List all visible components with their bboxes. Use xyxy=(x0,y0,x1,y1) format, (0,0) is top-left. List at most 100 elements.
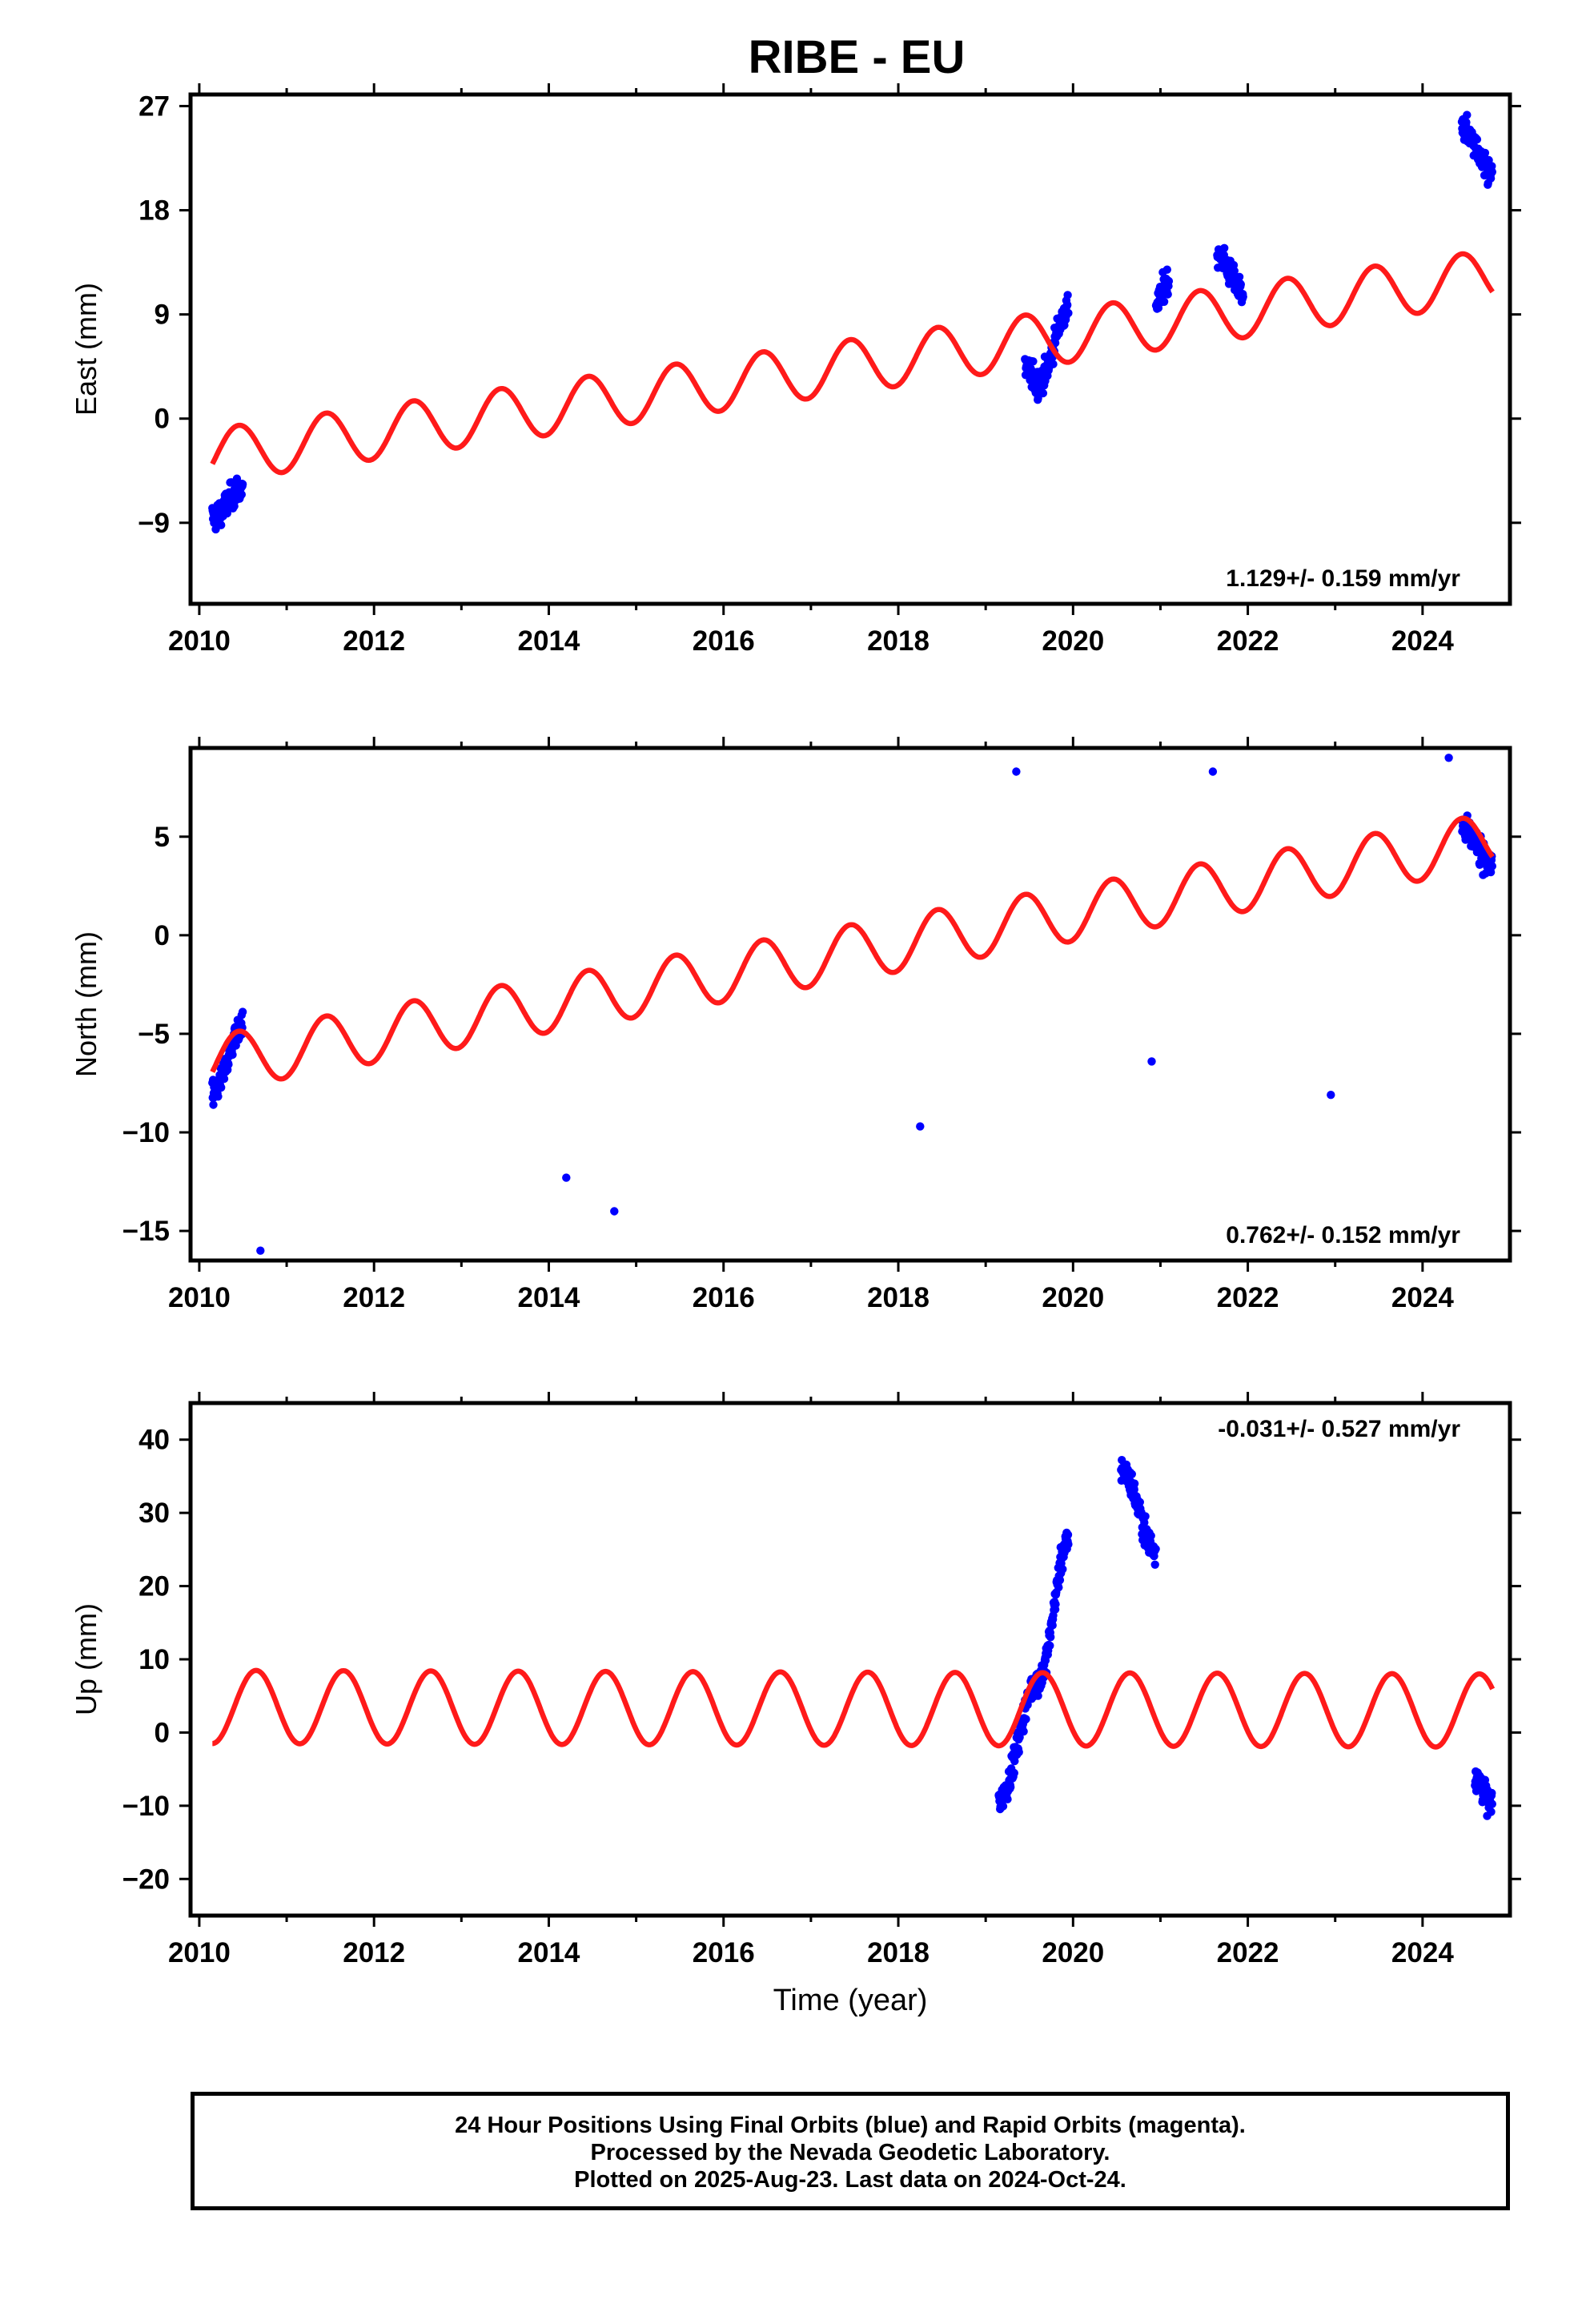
y-tick-label: −20 xyxy=(122,1864,170,1895)
outlier-point xyxy=(1444,754,1453,762)
data-point xyxy=(1480,148,1490,158)
data-point xyxy=(1151,1545,1160,1554)
data-point xyxy=(1015,1733,1024,1742)
plot-frame xyxy=(188,1401,1512,1918)
outlier-point xyxy=(1147,1057,1156,1066)
x-tick-label: 2018 xyxy=(867,1937,930,1968)
footer-box: 24 Hour Positions Using Final Orbits (bl… xyxy=(191,2092,1510,2210)
data-point xyxy=(1063,300,1072,309)
data-point xyxy=(1162,265,1172,274)
data-point xyxy=(1054,1583,1063,1592)
data-point xyxy=(1127,1470,1137,1479)
rate-label: 1.129+/- 0.159 mm/yr xyxy=(1226,565,1460,592)
data-point xyxy=(1063,1530,1073,1539)
data-point xyxy=(1146,1531,1155,1541)
y-axis-label: East (mm) xyxy=(70,283,102,416)
y-axis-label: Up (mm) xyxy=(70,1603,102,1715)
data-point xyxy=(1487,1807,1496,1816)
x-tick-label: 2012 xyxy=(343,1937,405,1968)
data-point xyxy=(1130,1485,1138,1494)
x-tick-label: 2024 xyxy=(1391,625,1454,657)
model-fit-line xyxy=(210,251,1495,476)
data-point xyxy=(217,1083,226,1092)
outlier-point xyxy=(256,1246,265,1255)
data-point xyxy=(209,1100,218,1109)
outlier-point xyxy=(1012,767,1021,776)
observation-points xyxy=(208,754,1497,1255)
x-tick-label: 2024 xyxy=(1391,1282,1454,1313)
plot-frame xyxy=(188,92,1512,606)
observation-points xyxy=(994,1456,1497,1820)
data-point xyxy=(998,1802,1008,1811)
y-tick-label: 9 xyxy=(155,300,170,331)
y-tick-label: 40 xyxy=(139,1425,170,1456)
data-point xyxy=(1038,388,1048,398)
y-axis-label: North (mm) xyxy=(70,931,102,1077)
data-point xyxy=(1463,111,1472,119)
data-point xyxy=(1164,276,1174,286)
data-point xyxy=(1486,174,1496,183)
data-point xyxy=(1488,1799,1497,1808)
data-point xyxy=(1230,267,1239,275)
x-tick-label: 2020 xyxy=(1042,1282,1104,1313)
outlier-point xyxy=(1327,1091,1335,1100)
x-tick-label: 2010 xyxy=(168,625,231,657)
north-panel: 2010 2012 2014 2016 2018 2020 2022 2024 −15 −10 −5… xyxy=(70,737,1521,1313)
x-tick-label: 2010 xyxy=(168,1937,231,1968)
data-point xyxy=(1034,394,1042,403)
data-point xyxy=(1135,1498,1145,1507)
data-point xyxy=(1064,308,1073,318)
data-point xyxy=(1046,1633,1055,1642)
x-tick-label: 2024 xyxy=(1391,1937,1454,1968)
x-tick-label: 2010 xyxy=(168,1282,231,1313)
y-tick-label: 0 xyxy=(155,404,170,435)
model-fit-line xyxy=(211,1667,1496,1750)
data-point xyxy=(1034,1691,1042,1700)
y-tick-label: 10 xyxy=(139,1644,170,1675)
data-point xyxy=(224,1060,233,1069)
data-point xyxy=(1140,1518,1149,1527)
rate-label: -0.031+/- 0.527 mm/yr xyxy=(1218,1416,1460,1442)
x-tick-label: 2022 xyxy=(1217,1937,1279,1968)
y-tick-label: 0 xyxy=(155,1717,170,1748)
x-tick-label: 2020 xyxy=(1042,625,1104,657)
data-point xyxy=(1150,1560,1159,1570)
data-point xyxy=(219,1074,229,1084)
data-point xyxy=(1488,167,1497,176)
y-tick-label: 5 xyxy=(155,822,170,853)
data-point xyxy=(1488,1788,1496,1798)
data-point xyxy=(238,480,247,489)
observation-points xyxy=(208,111,1497,534)
outlier-point xyxy=(562,1173,571,1182)
y-tick-label: −5 xyxy=(138,1019,170,1050)
y-tick-label: −10 xyxy=(122,1791,170,1822)
x-tick-label: 2020 xyxy=(1042,1937,1104,1968)
outlier-point xyxy=(916,1122,925,1131)
data-point xyxy=(1019,1727,1028,1736)
data-point xyxy=(1220,243,1229,252)
data-point xyxy=(1235,272,1244,281)
data-point xyxy=(1058,1565,1067,1574)
data-point xyxy=(1488,162,1496,171)
data-point xyxy=(1236,279,1246,289)
data-point xyxy=(238,1007,247,1016)
chart-title: RIBE - EU xyxy=(748,31,966,83)
x-tick-label: 2012 xyxy=(343,625,405,657)
data-point xyxy=(1006,1783,1015,1791)
x-tick-label: 2014 xyxy=(518,625,580,657)
footer-line-2: Processed by the Nevada Geodetic Laborat… xyxy=(590,2140,1110,2165)
y-tick-label: 18 xyxy=(139,195,170,227)
data-point xyxy=(1010,1756,1019,1766)
data-point xyxy=(1141,1512,1150,1521)
footer-line-3: Plotted on 2025-Aug-23. Last data on 202… xyxy=(574,2167,1126,2193)
x-tick-label: 2014 xyxy=(518,1282,580,1313)
x-tick-label: 2018 xyxy=(867,625,930,657)
data-point xyxy=(1462,118,1471,127)
east-panel: 2010 2012 2014 2016 2018 2020 2022 2024 −9 0 9 18 27… xyxy=(70,83,1521,657)
x-tick-label: 2018 xyxy=(867,1282,930,1313)
x-tick-label: 2022 xyxy=(1217,1282,1279,1313)
data-point xyxy=(1003,1795,1012,1803)
data-point xyxy=(1051,1600,1060,1609)
rate-label: 0.762+/- 0.152 mm/yr xyxy=(1226,1222,1460,1248)
data-point xyxy=(1014,1747,1023,1757)
